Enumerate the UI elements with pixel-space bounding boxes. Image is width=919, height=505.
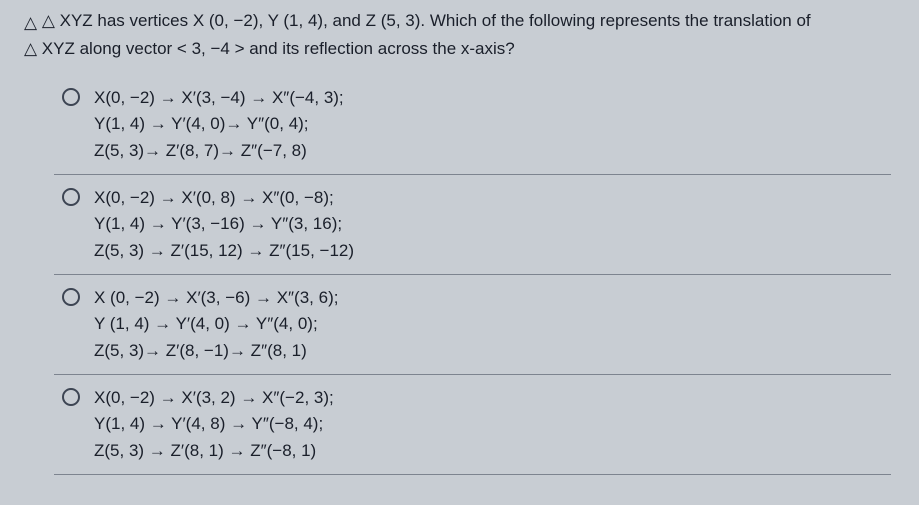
- option-3[interactable]: X (0, −2) → X′(3, −6) → X″(3, 6); Y (1, …: [54, 275, 891, 375]
- option-line: Z(5, 3) → Z′(15, 12) → Z″(15, −12): [94, 238, 354, 264]
- option-2[interactable]: X(0, −2) → X′(0, 8) → X″(0, −8); Y(1, 4)…: [54, 175, 891, 275]
- radio-icon[interactable]: [62, 188, 80, 206]
- option-line: X(0, −2) → X′(3, 2) → X″(−2, 3);: [94, 385, 334, 411]
- option-body: X (0, −2) → X′(3, −6) → X″(3, 6); Y (1, …: [94, 285, 338, 364]
- option-line: Z(5, 3)→ Z′(8, −1)→ Z″(8, 1): [94, 338, 338, 364]
- options-list: X(0, −2) → X′(3, −4) → X″(−4, 3); Y(1, 4…: [24, 75, 901, 475]
- option-line: Z(5, 3) → Z′(8, 1) → Z″(−8, 1): [94, 438, 334, 464]
- radio-icon[interactable]: [62, 288, 80, 306]
- question-line1-pre: △ XYZ has vertices: [42, 11, 193, 30]
- option-line: X(0, −2) → X′(0, 8) → X″(0, −8);: [94, 185, 354, 211]
- option-line: Y(1, 4) → Y′(4, 8) → Y″(−8, 4);: [94, 411, 334, 437]
- question-text: △ △ XYZ has vertices X (0, −2), Y (1, 4)…: [24, 8, 901, 61]
- option-body: X(0, −2) → X′(3, 2) → X″(−2, 3); Y(1, 4)…: [94, 385, 334, 464]
- radio-icon[interactable]: [62, 88, 80, 106]
- question-vertices: X (0, −2), Y (1, 4), and Z (5, 3): [193, 11, 421, 30]
- option-1[interactable]: X(0, −2) → X′(3, −4) → X″(−4, 3); Y(1, 4…: [54, 75, 891, 175]
- option-line: Y (1, 4) → Y′(4, 0) → Y″(4, 0);: [94, 311, 338, 337]
- option-line: Y(1, 4) → Y′(3, −16) → Y″(3, 16);: [94, 211, 354, 237]
- option-4[interactable]: X(0, −2) → X′(3, 2) → X″(−2, 3); Y(1, 4)…: [54, 375, 891, 475]
- option-line: X(0, −2) → X′(3, −4) → X″(−4, 3);: [94, 85, 344, 111]
- triangle-icon: △: [24, 10, 37, 36]
- option-line: Z(5, 3)→ Z′(8, 7)→ Z″(−7, 8): [94, 138, 344, 164]
- option-body: X(0, −2) → X′(3, −4) → X″(−4, 3); Y(1, 4…: [94, 85, 344, 164]
- radio-icon[interactable]: [62, 388, 80, 406]
- question-line2: △ XYZ along vector < 3, −4 > and its ref…: [24, 39, 515, 58]
- option-body: X(0, −2) → X′(0, 8) → X″(0, −8); Y(1, 4)…: [94, 185, 354, 264]
- option-line: Y(1, 4) → Y′(4, 0)→ Y″(0, 4);: [94, 111, 344, 137]
- question-line1-post: . Which of the following represents the …: [420, 11, 810, 30]
- option-line: X (0, −2) → X′(3, −6) → X″(3, 6);: [94, 285, 338, 311]
